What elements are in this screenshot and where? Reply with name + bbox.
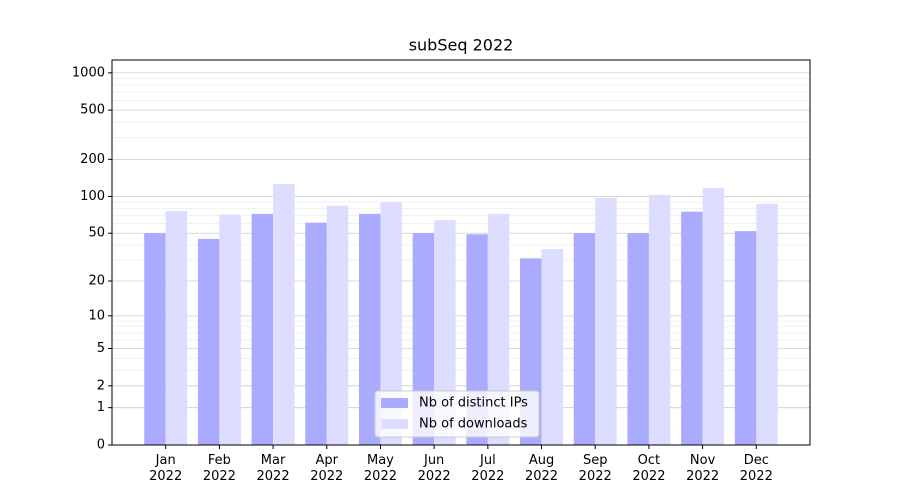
y-tick-label: 1 <box>97 400 105 415</box>
y-tick-label: 100 <box>80 189 105 204</box>
x-tick-label: Aug 2022 <box>524 453 559 484</box>
x-tick-label: Feb 2022 <box>202 453 236 484</box>
legend: Nb of distinct IPs Nb of downloads <box>374 390 540 438</box>
bar <box>541 249 564 445</box>
bar <box>627 233 649 445</box>
bar <box>487 213 510 445</box>
legend-box <box>374 390 540 438</box>
legend-swatch <box>381 419 408 429</box>
bar <box>434 220 456 445</box>
x-tick-label: Sep 2022 <box>578 453 612 484</box>
bar <box>326 205 349 445</box>
bar <box>219 214 241 445</box>
legend-swatch <box>381 398 408 408</box>
x-tick-label: Oct 2022 <box>632 453 666 484</box>
bar <box>380 202 402 445</box>
bar <box>305 222 327 445</box>
y-tick-label: 500 <box>80 103 105 118</box>
y-tick-label: 200 <box>80 152 105 167</box>
x-tick-label: Mar 2022 <box>256 453 290 484</box>
bar <box>648 194 671 445</box>
y-tick-label: 50 <box>88 226 105 241</box>
x-tick-label: Jul 2022 <box>471 453 505 484</box>
plot-frame <box>111 59 811 446</box>
legend-label: Nb of downloads <box>419 417 528 432</box>
y-tick-label: 5 <box>97 341 105 356</box>
bar <box>165 211 188 445</box>
y-tick-label: 2 <box>97 378 105 393</box>
bar <box>358 213 381 445</box>
x-tick-label: Jan 2022 <box>149 453 183 484</box>
legend-label: Nb of distinct IPs <box>419 396 528 411</box>
bar <box>681 211 703 445</box>
bar <box>144 233 166 445</box>
chart-title: subSeq 2022 <box>409 36 514 55</box>
x-tick-label: Dec 2022 <box>739 453 773 484</box>
bar <box>595 198 617 445</box>
y-tick-label: 1000 <box>72 65 105 80</box>
x-tick-label: Jun 2022 <box>417 453 451 484</box>
x-tick-label: May 2022 <box>363 453 397 484</box>
y-tick-label: 0 <box>97 438 105 453</box>
bar <box>573 233 596 445</box>
y-tick-label: 10 <box>88 308 105 323</box>
x-tick-label: Nov 2022 <box>686 453 720 484</box>
bar <box>251 213 274 445</box>
bar <box>702 188 725 445</box>
bar <box>197 238 220 445</box>
y-tick-label: 20 <box>88 274 105 289</box>
bar <box>273 184 295 446</box>
bar <box>756 203 778 445</box>
x-tick-label: Apr 2022 <box>310 453 344 484</box>
bar <box>734 231 757 445</box>
